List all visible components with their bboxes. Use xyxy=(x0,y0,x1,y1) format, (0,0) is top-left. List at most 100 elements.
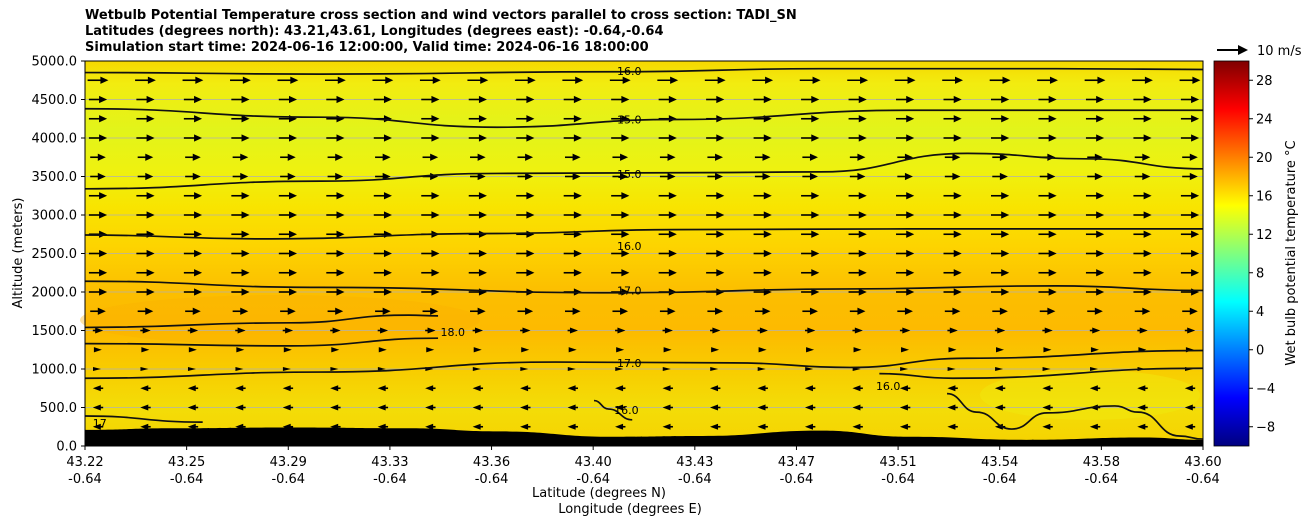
wind-vector xyxy=(615,423,626,430)
wind-vector xyxy=(567,423,578,430)
wind-vector xyxy=(801,269,820,277)
wind-arrowhead-icon xyxy=(1096,230,1105,238)
wind-arrowhead-icon xyxy=(762,153,771,161)
wind-arrowhead-icon xyxy=(146,211,155,219)
wind-arrowhead-icon xyxy=(715,307,724,315)
wind-vector xyxy=(1180,249,1200,258)
wind-arrowhead-icon xyxy=(526,95,535,104)
wind-vector xyxy=(231,134,250,142)
wind-arrowhead-icon xyxy=(478,115,487,123)
wind-arrowhead-icon xyxy=(811,288,820,296)
wind-arrowhead-icon xyxy=(573,211,582,219)
wind-arrowhead-icon xyxy=(383,211,392,219)
wind-arrowhead-icon xyxy=(475,327,484,334)
wind-vector xyxy=(896,115,915,123)
wind-arrowhead-icon xyxy=(906,269,915,277)
wind-vector xyxy=(1184,327,1196,334)
wind-vector xyxy=(943,134,962,142)
wind-vector xyxy=(1133,95,1152,104)
wind-vector xyxy=(563,192,582,200)
wind-vector xyxy=(231,115,250,123)
wind-arrowhead-icon xyxy=(1184,404,1193,411)
wind-arrowhead-icon xyxy=(906,115,915,123)
contour-line xyxy=(879,367,1204,380)
wind-vector xyxy=(804,423,816,430)
wind-vector xyxy=(1085,134,1105,142)
x-tick-label-lon: -0.64 xyxy=(475,472,509,487)
wind-vector xyxy=(183,115,203,123)
wind-vector xyxy=(375,153,391,161)
wind-arrowhead-icon xyxy=(1191,134,1200,142)
wind-arrowhead-icon xyxy=(1002,76,1011,84)
wind-arrowhead-icon xyxy=(478,269,487,277)
wind-arrowhead-icon xyxy=(852,404,861,411)
wind-vector xyxy=(1133,134,1152,142)
wind-arrowhead-icon xyxy=(1191,211,1200,219)
wind-vector xyxy=(995,347,1004,353)
wind-vector xyxy=(88,269,108,277)
wind-arrowhead-icon xyxy=(899,385,908,392)
wind-vector xyxy=(757,423,768,430)
wind-vector xyxy=(1085,211,1105,219)
x-tick-label-lat: 43.47 xyxy=(778,455,815,470)
wind-vector xyxy=(990,211,1010,219)
wind-arrowhead-icon xyxy=(1001,95,1010,104)
wind-arrowhead-icon xyxy=(192,172,201,181)
colorbar-tick-label: 0 xyxy=(1256,343,1264,358)
wind-arrowhead-icon xyxy=(1048,192,1057,200)
wind-vector xyxy=(799,76,821,84)
wind-vector xyxy=(136,269,155,277)
wind-arrowhead-icon xyxy=(240,307,249,315)
wind-arrowhead-icon xyxy=(621,192,630,200)
contour-line xyxy=(84,107,1203,129)
wind-vector xyxy=(990,95,1010,104)
wind-vector xyxy=(331,347,340,353)
wind-vector xyxy=(1090,347,1099,353)
wind-arrowhead-icon xyxy=(93,347,102,353)
wind-arrowhead-icon xyxy=(431,288,440,296)
wind-arrowhead-icon xyxy=(953,249,962,258)
wind-arrowhead-icon xyxy=(904,307,913,315)
wind-vector xyxy=(609,76,631,84)
wind-vector xyxy=(706,192,725,200)
wind-vector xyxy=(425,385,436,392)
wind-arrowhead-icon xyxy=(716,269,725,277)
wind-vector xyxy=(378,347,387,353)
wind-arrowhead-icon xyxy=(145,307,154,315)
wind-arrowhead-icon xyxy=(1096,269,1105,277)
contour-label: 16.0 xyxy=(614,404,639,417)
wind-arrowhead-icon xyxy=(525,153,534,161)
wind-vector xyxy=(852,327,863,334)
wind-arrowhead-icon xyxy=(383,288,392,296)
wind-vector xyxy=(326,249,345,258)
wind-arrowhead-icon xyxy=(241,192,250,200)
wind-vector xyxy=(1089,423,1101,430)
wind-arrowhead-icon xyxy=(757,367,766,371)
wind-arrowhead-icon xyxy=(858,134,867,142)
x-tick-label-lat: 43.22 xyxy=(66,455,103,470)
wind-vector xyxy=(188,347,197,353)
wind-arrowhead-icon xyxy=(383,95,392,104)
wind-arrowhead-icon xyxy=(621,230,630,238)
wind-vector xyxy=(373,134,392,142)
wind-vector xyxy=(1133,115,1152,123)
wind-arrowhead-icon xyxy=(953,288,962,296)
wind-vector xyxy=(995,367,1004,371)
wind-vector xyxy=(90,153,106,161)
wind-arrowhead-icon xyxy=(194,211,203,219)
wind-vector xyxy=(753,134,772,142)
wind-vector xyxy=(753,269,772,277)
y-tick-label: 4500.0 xyxy=(32,93,78,108)
wind-vector xyxy=(375,307,391,315)
wind-vector xyxy=(848,288,867,296)
wind-vector xyxy=(425,423,436,430)
wind-vector xyxy=(658,134,677,142)
wind-vector xyxy=(943,288,962,296)
wind-vector xyxy=(707,172,724,181)
wind-arrowhead-icon xyxy=(763,95,772,104)
wind-arrowhead-icon xyxy=(425,404,434,411)
wind-vector xyxy=(896,288,915,296)
wind-vector xyxy=(231,249,250,258)
wind-arrowhead-icon xyxy=(1042,423,1051,430)
wind-arrowhead-icon xyxy=(575,76,584,84)
